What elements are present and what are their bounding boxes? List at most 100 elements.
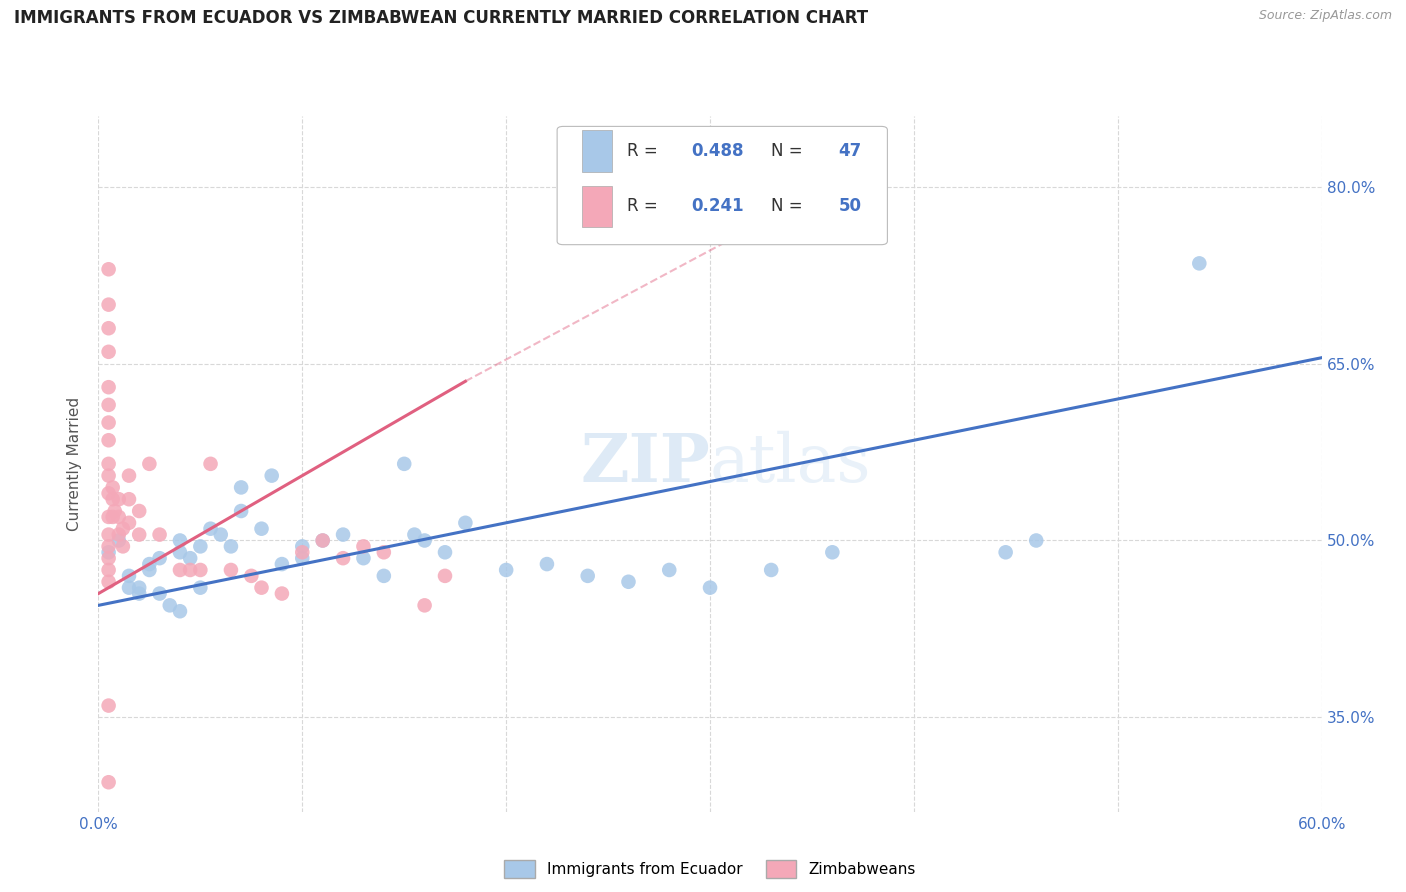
Point xyxy=(149,527,172,541)
Point xyxy=(97,344,120,359)
Point xyxy=(200,457,222,471)
FancyBboxPatch shape xyxy=(557,127,887,244)
Point xyxy=(97,468,120,483)
Point xyxy=(108,492,131,507)
Point xyxy=(128,527,150,541)
Text: 0.241: 0.241 xyxy=(692,197,744,215)
Point xyxy=(149,551,172,566)
Point xyxy=(97,698,120,713)
Text: ZIP: ZIP xyxy=(581,432,710,496)
Point xyxy=(413,599,436,613)
Text: R =: R = xyxy=(627,197,662,215)
Point xyxy=(332,551,354,566)
Text: 50: 50 xyxy=(838,197,862,215)
Point xyxy=(101,480,124,494)
Point xyxy=(159,599,181,613)
Point xyxy=(97,486,120,500)
Point xyxy=(97,321,120,335)
Point xyxy=(373,545,395,559)
Text: 0.488: 0.488 xyxy=(692,142,744,160)
Point xyxy=(332,527,354,541)
Point xyxy=(97,434,120,448)
Point xyxy=(97,416,120,430)
Point xyxy=(179,551,201,566)
Point xyxy=(658,563,681,577)
Point xyxy=(97,545,120,559)
Point xyxy=(188,581,212,595)
Point xyxy=(97,775,120,789)
Point xyxy=(617,574,640,589)
Point xyxy=(97,540,120,554)
Point xyxy=(97,574,120,589)
Point xyxy=(240,569,263,583)
Point xyxy=(404,527,426,541)
Point xyxy=(169,533,191,548)
Point xyxy=(260,468,283,483)
Point xyxy=(200,522,222,536)
Point xyxy=(118,492,141,507)
Point xyxy=(97,551,120,566)
Point xyxy=(128,586,150,600)
Point xyxy=(270,586,294,600)
Point xyxy=(138,457,160,471)
FancyBboxPatch shape xyxy=(582,186,612,227)
Point xyxy=(291,545,314,559)
Text: R =: R = xyxy=(627,142,662,160)
Point xyxy=(118,581,141,595)
Text: atlas: atlas xyxy=(710,431,872,497)
Point xyxy=(373,569,395,583)
Text: Source: ZipAtlas.com: Source: ZipAtlas.com xyxy=(1258,9,1392,22)
Point xyxy=(118,569,141,583)
Point xyxy=(169,563,191,577)
Point xyxy=(291,551,314,566)
Point xyxy=(118,468,141,483)
Point xyxy=(97,457,120,471)
Point xyxy=(101,492,124,507)
Point xyxy=(312,533,335,548)
Point xyxy=(169,604,191,618)
Point xyxy=(352,551,374,566)
Point xyxy=(97,527,120,541)
Point xyxy=(128,504,150,518)
Point xyxy=(434,545,457,559)
Point xyxy=(138,557,160,571)
Point xyxy=(188,540,212,554)
Point xyxy=(699,581,721,595)
Point xyxy=(104,504,127,518)
Point xyxy=(111,522,134,536)
Text: IMMIGRANTS FROM ECUADOR VS ZIMBABWEAN CURRENTLY MARRIED CORRELATION CHART: IMMIGRANTS FROM ECUADOR VS ZIMBABWEAN CU… xyxy=(14,9,868,27)
Point xyxy=(188,563,212,577)
Point xyxy=(128,581,150,595)
Point xyxy=(97,509,120,524)
Point xyxy=(250,522,273,536)
Text: N =: N = xyxy=(772,142,808,160)
Point xyxy=(454,516,477,530)
Text: N =: N = xyxy=(772,197,808,215)
Point xyxy=(97,398,120,412)
Point xyxy=(352,540,374,554)
Legend: Immigrants from Ecuador, Zimbabweans: Immigrants from Ecuador, Zimbabweans xyxy=(498,855,922,884)
Point xyxy=(994,545,1017,559)
Point xyxy=(1188,256,1211,270)
Point xyxy=(111,540,134,554)
Point xyxy=(97,298,120,312)
Point xyxy=(536,557,558,571)
Y-axis label: Currently Married: Currently Married xyxy=(67,397,83,531)
Text: 47: 47 xyxy=(838,142,862,160)
Point xyxy=(270,557,294,571)
Point xyxy=(138,563,160,577)
Point xyxy=(219,540,242,554)
Point xyxy=(97,563,120,577)
Point xyxy=(291,540,314,554)
Point xyxy=(97,262,120,277)
Point xyxy=(576,569,599,583)
Point xyxy=(495,563,517,577)
Point xyxy=(434,569,457,583)
Point xyxy=(231,504,253,518)
Point xyxy=(97,380,120,394)
Point xyxy=(118,516,141,530)
Point xyxy=(108,533,131,548)
Point xyxy=(108,527,131,541)
Point xyxy=(250,581,273,595)
Point xyxy=(209,527,232,541)
